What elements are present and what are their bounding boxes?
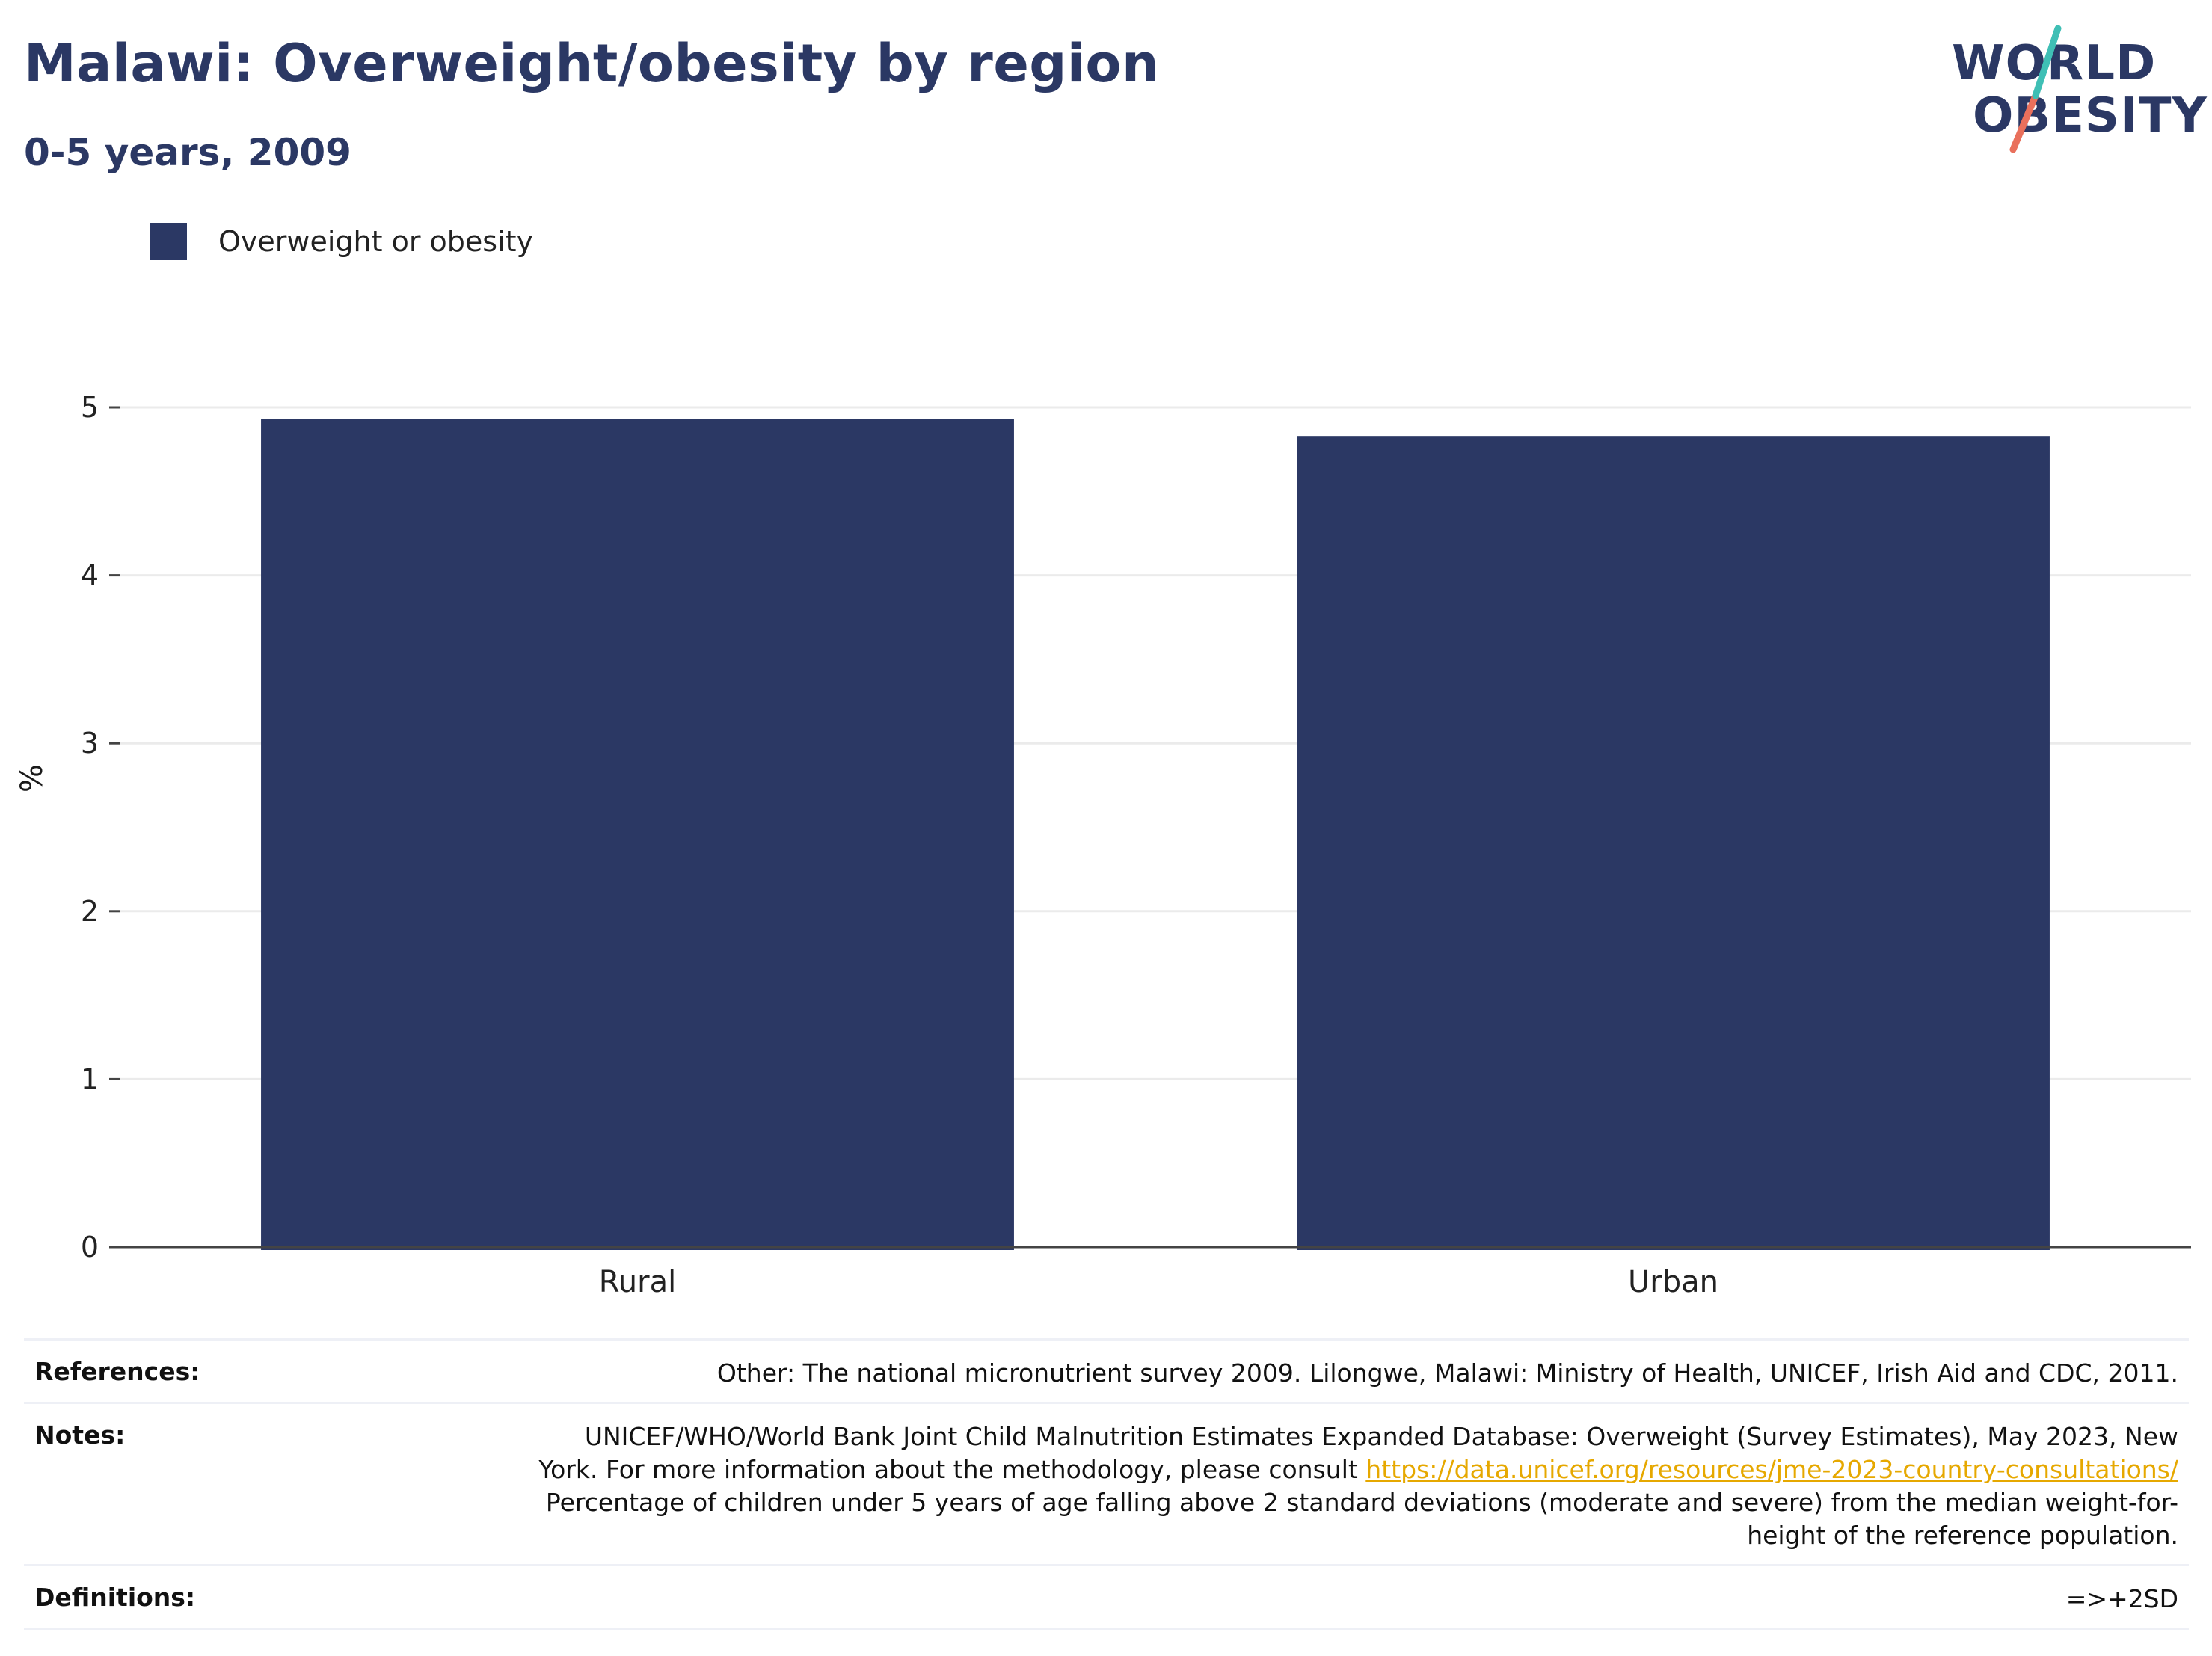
x-tick-label: Rural	[599, 1265, 676, 1299]
definitions-key: Definitions:	[34, 1583, 196, 1612]
references-value: Other: The national micronutrient survey…	[716, 1358, 2178, 1388]
x-tick-label: Urban	[1628, 1265, 1718, 1299]
y-tick-label: 0	[81, 1231, 99, 1263]
world-obesity-logo: WORLD OBESITY	[1952, 21, 2207, 163]
definitions-row: Definitions: =>+2SD	[24, 1564, 2189, 1630]
legend: Overweight or obesity	[150, 223, 533, 260]
notes-line-2: York. For more information about the met…	[348, 1453, 2178, 1486]
notes-line-3: Percentage of children under 5 years of …	[545, 1488, 2178, 1517]
bar-rural	[261, 419, 1014, 1251]
y-tick-label: 4	[81, 559, 99, 592]
notes-link[interactable]: https://data.unicef.org/resources/jme-20…	[1365, 1455, 2178, 1484]
notes-key: Notes:	[34, 1420, 126, 1450]
page-title: Malawi: Overweight/obesity by region	[24, 33, 1160, 94]
notes-line-1: UNICEF/WHO/World Bank Joint Child Malnut…	[584, 1422, 2178, 1451]
y-tick-label: 3	[81, 727, 99, 760]
notes-value: UNICEF/WHO/World Bank Joint Child Malnut…	[348, 1420, 2178, 1552]
references-table: References: Other: The national micronut…	[24, 1338, 2189, 1630]
references-row: References: Other: The national micronut…	[24, 1338, 2189, 1402]
y-tick-label: 1	[81, 1062, 99, 1095]
logo-line2: OBESITY	[1973, 88, 2208, 144]
y-tick-label: 2	[81, 895, 99, 928]
notes-line-4: height of the reference population.	[1747, 1521, 2178, 1550]
definitions-value: =>+2SD	[2065, 1584, 2178, 1613]
notes-line-2-text: York. For more information about the met…	[538, 1455, 1366, 1484]
bar-urban	[1297, 436, 2050, 1250]
legend-label: Overweight or obesity	[218, 225, 534, 258]
notes-row: Notes: UNICEF/WHO/World Bank Joint Child…	[24, 1402, 2189, 1564]
y-tick-label: 5	[81, 391, 99, 424]
legend-swatch	[150, 223, 187, 260]
logo-slash-icon	[2009, 25, 2062, 153]
bar-chart: 0 1 2 3 4 5 Rural Urban	[81, 391, 2191, 1299]
page-subtitle: 0-5 years, 2009	[24, 131, 351, 174]
references-key: References:	[34, 1357, 200, 1386]
